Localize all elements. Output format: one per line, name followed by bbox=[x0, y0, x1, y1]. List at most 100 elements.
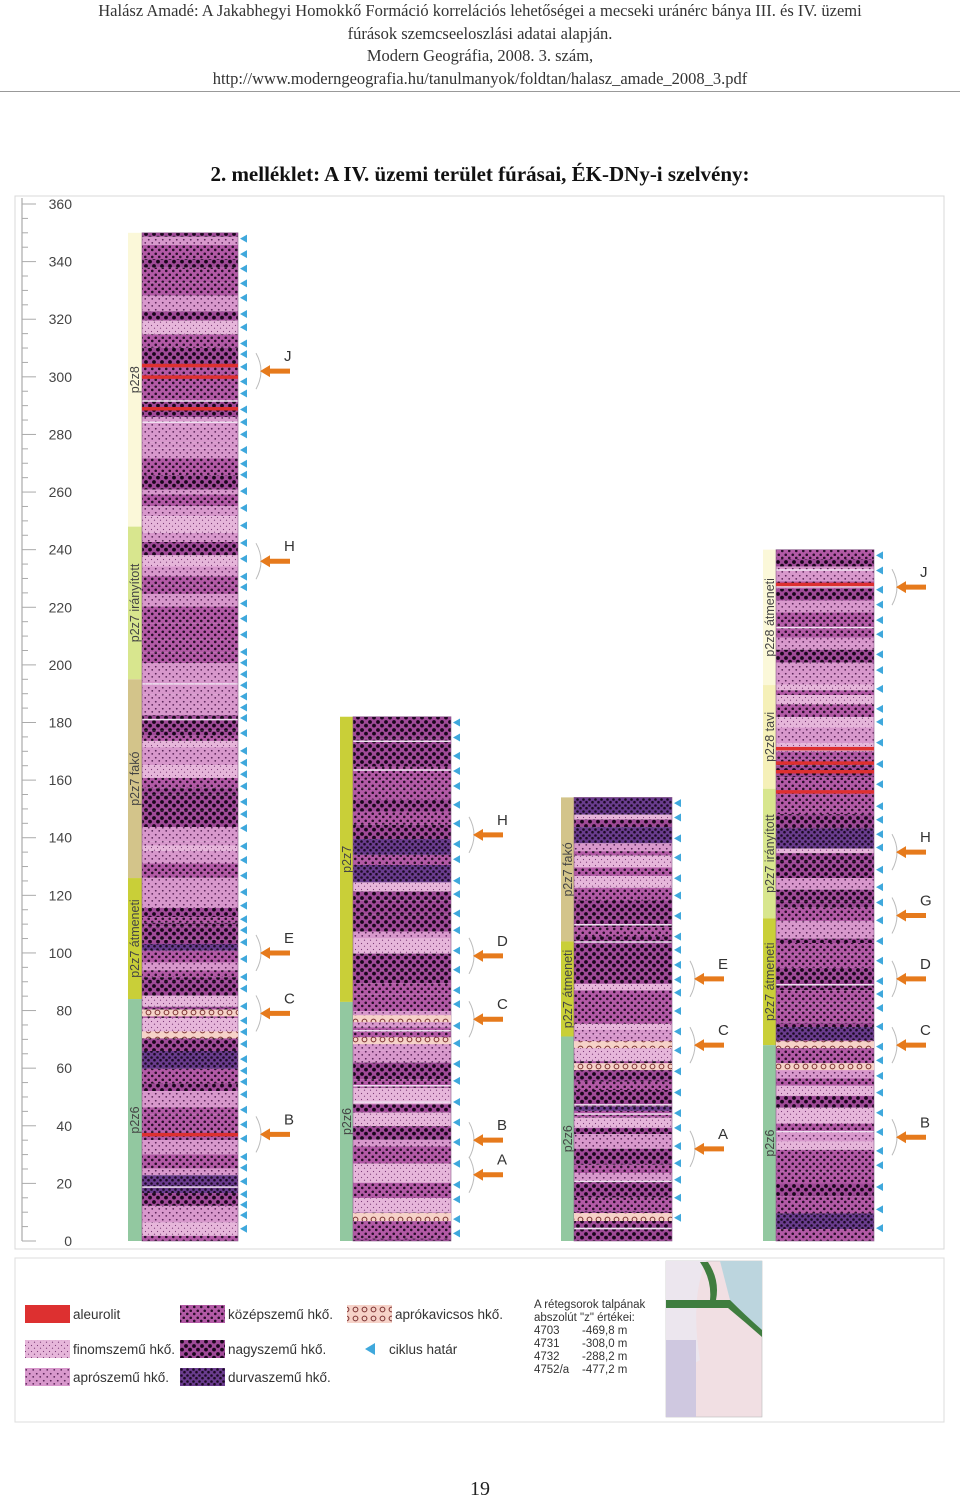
lithology-layer bbox=[142, 715, 238, 731]
lithology-layer bbox=[776, 848, 874, 854]
cycle-boundary-marker bbox=[876, 780, 883, 789]
lithology-layer bbox=[142, 593, 238, 607]
cycle-boundary-marker bbox=[240, 1120, 247, 1129]
lithology-layer bbox=[776, 1229, 874, 1241]
lithology-layer bbox=[353, 1112, 451, 1117]
lithology-layer bbox=[776, 1141, 874, 1150]
lithology-layer bbox=[142, 740, 238, 748]
legend-swatch bbox=[180, 1368, 225, 1386]
lithology-layer bbox=[353, 938, 451, 954]
inset-map-area bbox=[720, 1261, 762, 1330]
lithology-thin-band bbox=[142, 400, 238, 402]
axis-tick-label: 80 bbox=[56, 1003, 72, 1019]
lithology-layer bbox=[142, 663, 238, 681]
lithology-layer bbox=[776, 704, 874, 718]
lithology-layer bbox=[574, 1106, 672, 1111]
lithology-layer bbox=[353, 865, 451, 883]
cycle-boundary-marker bbox=[240, 1190, 247, 1199]
cycle-boundary-marker bbox=[674, 1006, 681, 1015]
lithology-layer bbox=[142, 977, 238, 982]
marker-label: D bbox=[920, 956, 931, 973]
base-note-value: -469,8 m bbox=[582, 1325, 627, 1337]
cycle-boundary-marker bbox=[876, 1205, 883, 1214]
lithology-layer bbox=[142, 320, 238, 335]
cycle-boundary-marker bbox=[240, 264, 247, 273]
cycle-boundary-marker bbox=[240, 842, 247, 851]
lithology-layer bbox=[142, 1175, 238, 1194]
cycle-boundary-marker bbox=[674, 1046, 681, 1055]
depth-axis: 3603403203002802602402202001801601401201… bbox=[21, 196, 72, 1249]
lithology-layer bbox=[142, 827, 238, 842]
cycle-boundary-marker bbox=[240, 389, 247, 398]
lithology-layer bbox=[142, 1222, 238, 1236]
cycle-boundary-marker bbox=[453, 1215, 460, 1224]
cycle-boundary-marker bbox=[876, 1182, 883, 1191]
cycle-boundary-marker bbox=[453, 965, 460, 974]
formation-label: p2z6 bbox=[340, 1108, 354, 1135]
cycle-boundary-marker bbox=[674, 975, 681, 984]
cycle-boundary-marker bbox=[453, 986, 460, 995]
lithology-layer bbox=[776, 877, 874, 890]
base-note-well: 4732 bbox=[534, 1351, 560, 1363]
marker-label: B bbox=[497, 1117, 507, 1134]
lithology-thin-band bbox=[142, 718, 238, 721]
cycle-boundary-marker bbox=[240, 521, 247, 530]
lithology-layer bbox=[776, 901, 874, 908]
formation-band bbox=[128, 232, 142, 527]
legend-swatch bbox=[365, 1343, 375, 1355]
lithology-layer bbox=[142, 694, 238, 707]
cycle-boundary-marker bbox=[240, 572, 247, 581]
lithology-layer bbox=[574, 1197, 672, 1212]
cycle-boundary-marker bbox=[876, 815, 883, 824]
lithology-layer bbox=[353, 970, 451, 984]
cycle-boundary-marker bbox=[453, 1076, 460, 1085]
lithology-layer bbox=[574, 1127, 672, 1135]
lithology-thin-band bbox=[776, 1130, 874, 1133]
lithology-layer bbox=[776, 954, 874, 968]
cycle-boundary-marker bbox=[240, 1016, 247, 1025]
lithology-layer bbox=[574, 851, 672, 856]
cycle-boundary-marker bbox=[240, 554, 247, 563]
cycle-boundary-marker bbox=[674, 1193, 681, 1202]
lithology-layer bbox=[142, 532, 238, 543]
lithology-layer bbox=[574, 1076, 672, 1082]
aleurolit-layer bbox=[776, 761, 874, 765]
lithology-layer bbox=[142, 1114, 238, 1132]
cycle-boundary-marker bbox=[674, 799, 681, 808]
lithology-layer bbox=[574, 1227, 672, 1241]
cycle-boundary-marker bbox=[240, 293, 247, 302]
lithology-layer bbox=[353, 1163, 451, 1170]
lithology-layer bbox=[142, 891, 238, 908]
aleurolit-layer bbox=[776, 790, 874, 794]
cycle-boundary-marker bbox=[453, 1098, 460, 1107]
lithology-layer bbox=[776, 1213, 874, 1230]
cycle-boundary-marker bbox=[674, 1123, 681, 1132]
lithology-layer bbox=[776, 694, 874, 705]
formation-label: p2z7 bbox=[340, 846, 354, 873]
cycle-boundary-marker bbox=[240, 430, 247, 439]
cycle-boundary-marker bbox=[876, 704, 883, 713]
cycle-boundary-marker bbox=[674, 932, 681, 941]
lithology-thin-band bbox=[353, 1085, 451, 1087]
lithology-layer bbox=[353, 994, 451, 1012]
lithology-layer bbox=[776, 751, 874, 759]
base-note-value: -288,2 m bbox=[582, 1351, 627, 1363]
cycle-boundary-marker bbox=[876, 830, 883, 839]
marker-arrow bbox=[896, 1039, 926, 1052]
lithology-layer bbox=[574, 1081, 672, 1091]
base-note-well: 4731 bbox=[534, 1338, 560, 1350]
lithology-layer bbox=[574, 1034, 672, 1044]
gravel-bed bbox=[776, 1041, 874, 1049]
base-note-well: 4752/a bbox=[534, 1364, 570, 1376]
cycle-boundary-marker bbox=[240, 418, 247, 427]
lithology-layer bbox=[142, 730, 238, 736]
formation-label: p2z6 bbox=[561, 1125, 575, 1152]
lithology-layer bbox=[776, 1095, 874, 1108]
lithology-layer bbox=[574, 819, 672, 828]
lithology-layer bbox=[142, 877, 238, 892]
lithology-layer bbox=[142, 1018, 238, 1035]
cycle-boundary-marker bbox=[240, 487, 247, 496]
cycle-boundary-marker bbox=[876, 1003, 883, 1012]
lithology-layer bbox=[142, 735, 238, 741]
cycle-boundary-marker bbox=[674, 960, 681, 969]
